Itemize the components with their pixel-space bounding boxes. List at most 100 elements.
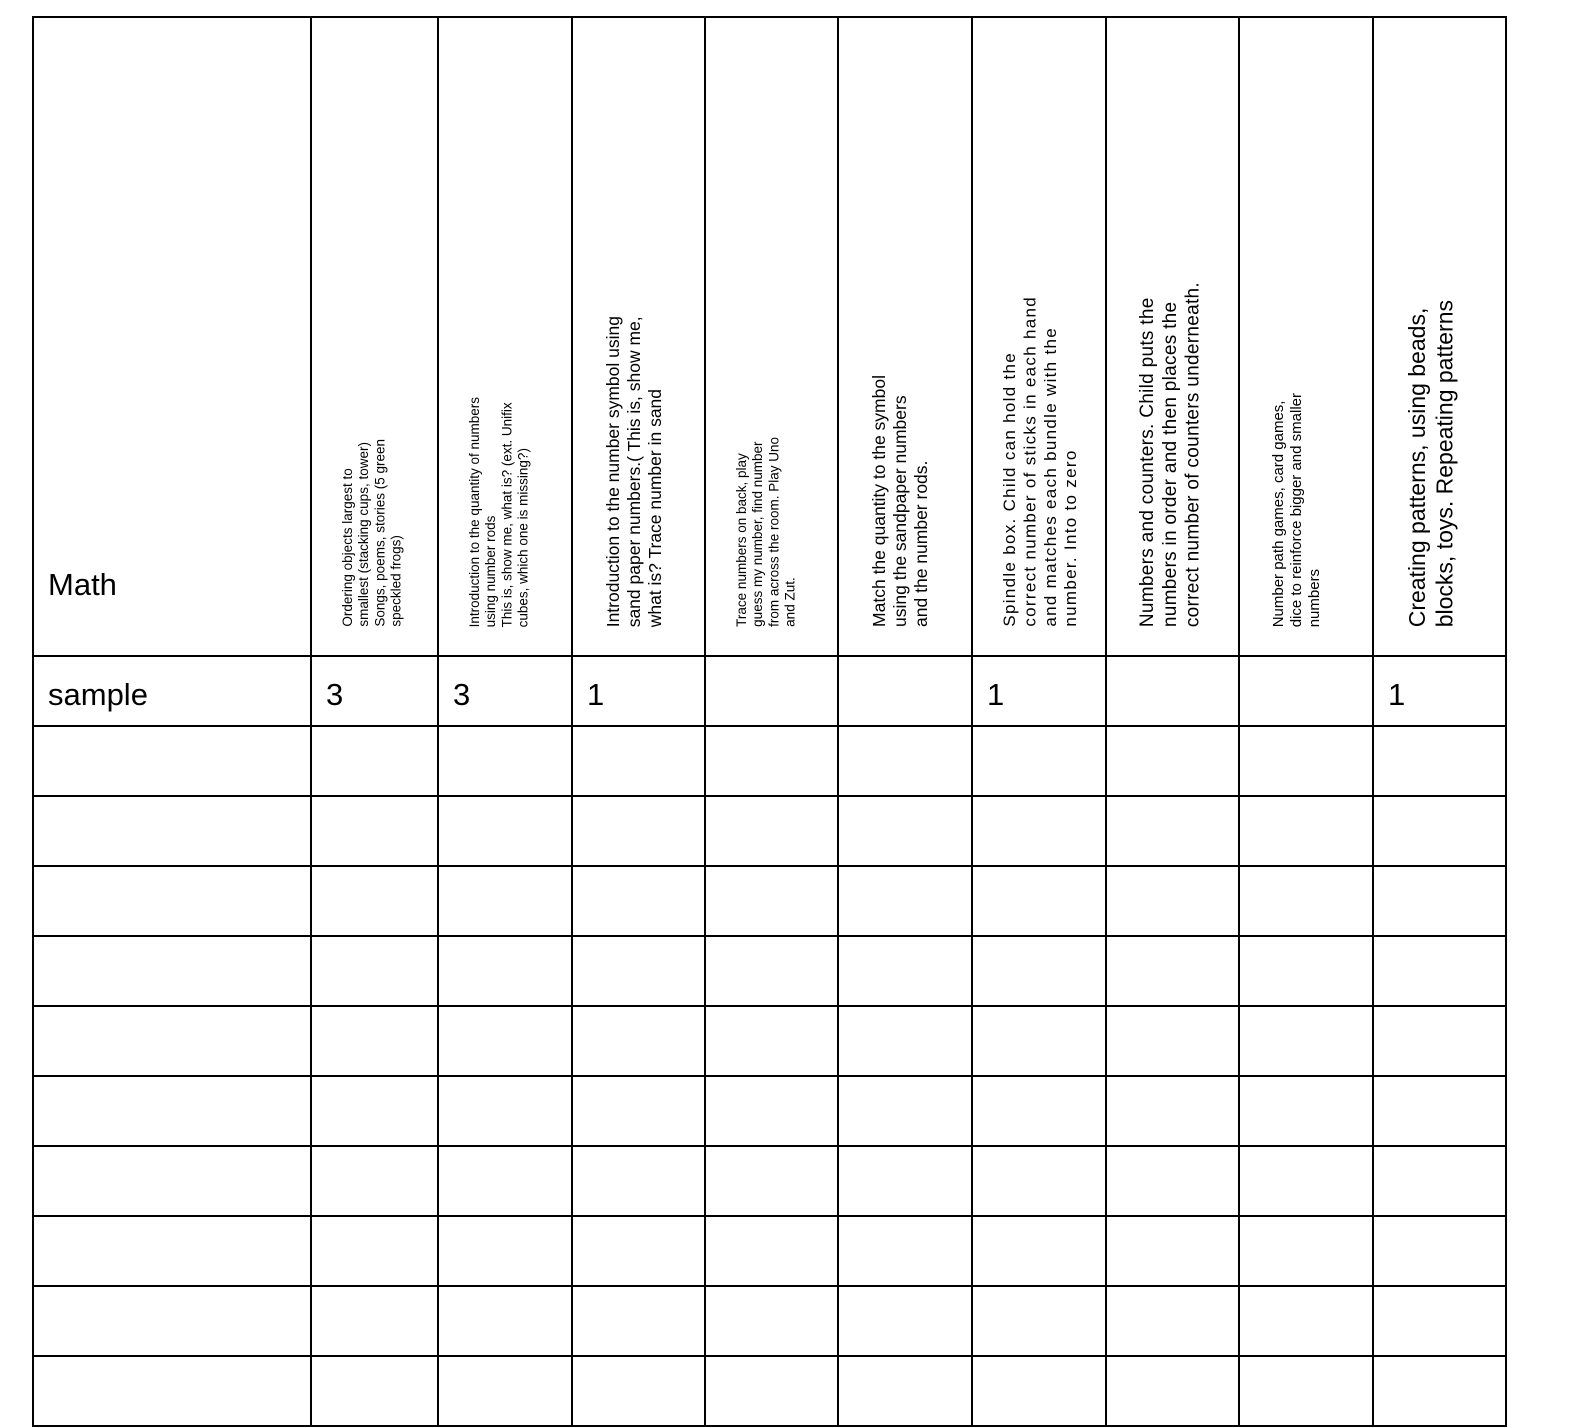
score-cell[interactable] (437, 725, 573, 797)
score-cell[interactable] (1105, 1075, 1240, 1147)
score-cell[interactable] (971, 1285, 1107, 1357)
score-cell[interactable] (971, 1355, 1107, 1427)
score-cell[interactable] (1238, 655, 1374, 727)
score-cell[interactable] (1238, 1005, 1374, 1077)
score-cell[interactable] (837, 655, 973, 727)
score-cell[interactable] (1105, 1355, 1240, 1427)
score-cell[interactable] (571, 725, 706, 797)
score-cell[interactable] (1372, 1355, 1507, 1427)
student-name-cell[interactable] (32, 1145, 312, 1217)
score-cell[interactable] (310, 935, 439, 1007)
score-cell[interactable] (704, 795, 839, 867)
score-cell[interactable] (571, 1005, 706, 1077)
score-cell[interactable] (1238, 935, 1374, 1007)
score-cell[interactable] (1238, 795, 1374, 867)
student-name-cell[interactable] (32, 1355, 312, 1427)
score-cell[interactable] (437, 1285, 573, 1357)
score-cell[interactable] (837, 935, 973, 1007)
score-cell[interactable] (837, 795, 973, 867)
student-name-cell[interactable] (32, 725, 312, 797)
score-cell[interactable] (1105, 725, 1240, 797)
score-cell[interactable] (1238, 865, 1374, 937)
score-cell[interactable] (704, 1355, 839, 1427)
score-cell[interactable] (437, 1145, 573, 1217)
student-name-cell[interactable] (32, 1215, 312, 1287)
student-name-cell[interactable] (32, 935, 312, 1007)
score-cell[interactable] (437, 935, 573, 1007)
score-cell[interactable] (1105, 935, 1240, 1007)
score-cell[interactable] (837, 865, 973, 937)
score-cell[interactable] (837, 1215, 973, 1287)
score-cell[interactable] (310, 1285, 439, 1357)
score-cell[interactable] (571, 1145, 706, 1217)
score-cell[interactable] (1105, 1215, 1240, 1287)
score-cell[interactable] (1105, 655, 1240, 727)
score-cell[interactable] (704, 725, 839, 797)
score-cell[interactable] (571, 935, 706, 1007)
student-name-cell[interactable] (32, 1005, 312, 1077)
score-cell[interactable] (704, 1075, 839, 1147)
score-cell[interactable] (571, 1215, 706, 1287)
score-cell[interactable] (1372, 865, 1507, 937)
student-name-cell[interactable] (32, 1285, 312, 1357)
score-cell[interactable] (837, 1075, 973, 1147)
score-cell[interactable] (310, 1355, 439, 1427)
score-cell[interactable] (1105, 1285, 1240, 1357)
score-cell[interactable] (704, 655, 839, 727)
score-cell[interactable] (310, 795, 439, 867)
score-cell[interactable] (837, 1145, 973, 1217)
score-cell[interactable] (971, 1145, 1107, 1217)
score-cell[interactable] (437, 1355, 573, 1427)
score-cell[interactable] (704, 865, 839, 937)
score-cell[interactable] (1372, 1285, 1507, 1357)
score-cell[interactable] (1238, 1145, 1374, 1217)
score-cell[interactable] (1105, 1145, 1240, 1217)
score-cell[interactable] (1238, 1075, 1374, 1147)
score-cell[interactable] (704, 935, 839, 1007)
score-cell[interactable] (837, 1005, 973, 1077)
score-cell[interactable]: 1 (971, 655, 1107, 727)
score-cell[interactable] (971, 935, 1107, 1007)
student-name-cell[interactable] (32, 1075, 312, 1147)
score-cell[interactable] (437, 1005, 573, 1077)
score-cell[interactable] (971, 1075, 1107, 1147)
score-cell[interactable] (971, 1215, 1107, 1287)
score-cell[interactable] (1372, 1145, 1507, 1217)
score-cell[interactable] (1372, 725, 1507, 797)
score-cell[interactable] (571, 1075, 706, 1147)
score-cell[interactable] (971, 795, 1107, 867)
score-cell[interactable] (1238, 1355, 1374, 1427)
score-cell[interactable] (571, 865, 706, 937)
student-name-cell[interactable] (32, 865, 312, 937)
score-cell[interactable] (1238, 1215, 1374, 1287)
score-cell[interactable] (437, 865, 573, 937)
score-cell[interactable] (971, 865, 1107, 937)
score-cell[interactable] (437, 795, 573, 867)
score-cell[interactable] (1238, 725, 1374, 797)
score-cell[interactable] (1105, 795, 1240, 867)
score-cell[interactable] (704, 1005, 839, 1077)
student-name-cell[interactable]: sample (32, 655, 312, 727)
score-cell[interactable] (310, 1215, 439, 1287)
score-cell[interactable] (437, 1215, 573, 1287)
score-cell[interactable] (837, 725, 973, 797)
score-cell[interactable] (1372, 1215, 1507, 1287)
score-cell[interactable] (1105, 1005, 1240, 1077)
score-cell[interactable] (704, 1215, 839, 1287)
score-cell[interactable] (571, 1285, 706, 1357)
score-cell[interactable] (704, 1285, 839, 1357)
score-cell[interactable] (704, 1145, 839, 1217)
score-cell[interactable] (1372, 935, 1507, 1007)
score-cell[interactable] (310, 1145, 439, 1217)
score-cell[interactable] (1372, 795, 1507, 867)
score-cell[interactable] (437, 1075, 573, 1147)
score-cell[interactable]: 3 (310, 655, 439, 727)
score-cell[interactable]: 1 (1372, 655, 1507, 727)
score-cell[interactable] (571, 795, 706, 867)
score-cell[interactable] (971, 1005, 1107, 1077)
score-cell[interactable] (310, 1005, 439, 1077)
score-cell[interactable] (837, 1285, 973, 1357)
score-cell[interactable] (310, 1075, 439, 1147)
score-cell[interactable] (310, 725, 439, 797)
score-cell[interactable] (837, 1355, 973, 1427)
